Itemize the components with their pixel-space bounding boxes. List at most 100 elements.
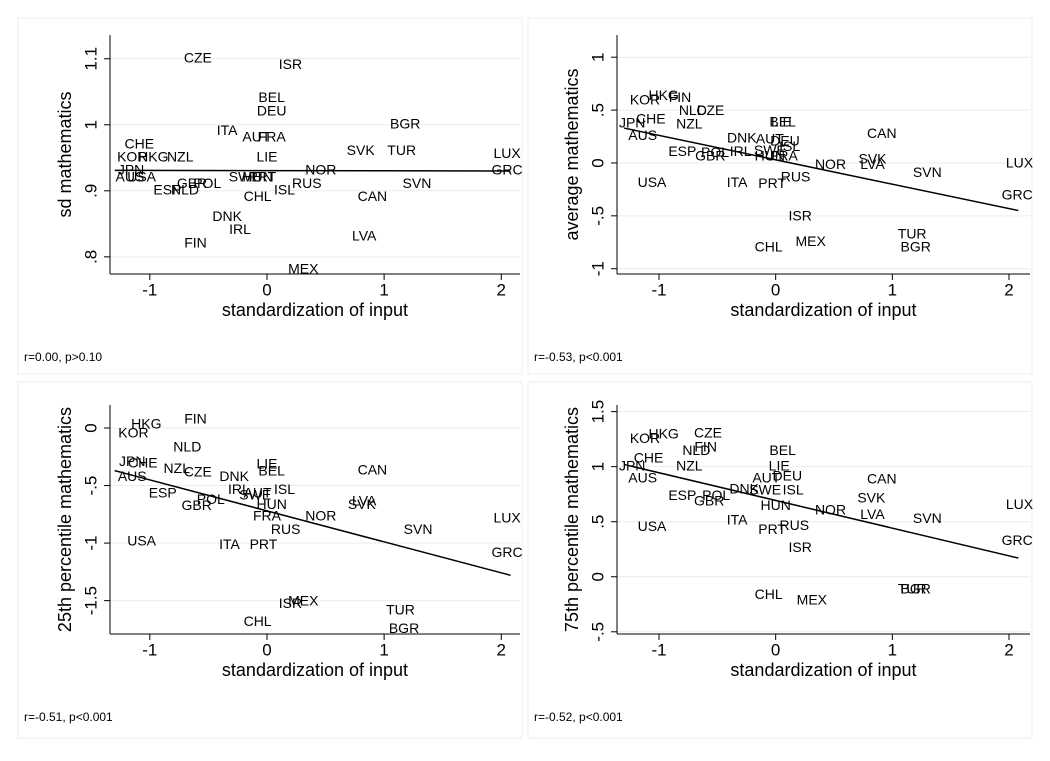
point-label: MEX: [795, 233, 826, 249]
point-label: SVN: [913, 510, 942, 526]
point-label: SVN: [404, 521, 433, 537]
point-label: SVK: [348, 496, 377, 512]
point-label: CHL: [755, 586, 783, 602]
point-label: NLD: [682, 442, 710, 458]
point-label: JPN: [119, 453, 145, 469]
y-tick-label: -1.5: [81, 586, 100, 615]
point-label: USA: [127, 533, 156, 549]
point-label: POL: [197, 491, 225, 507]
y-axis-title: 25th percentile mathematics: [55, 407, 75, 632]
point-label: SWE: [754, 142, 786, 158]
y-axis-title: 75th percentile mathematics: [562, 407, 582, 632]
point-label: CHE: [125, 135, 155, 151]
point-label: POL: [193, 175, 221, 191]
point-label: ISR: [279, 56, 302, 72]
point-label: LUX: [1006, 496, 1034, 512]
point-label: SVK: [347, 142, 376, 158]
point-label: CZE: [184, 49, 212, 65]
x-axis-title: standardization of input: [730, 300, 916, 320]
point-label: NZL: [164, 460, 191, 476]
point-label: BGR: [900, 238, 930, 254]
point-label: NZL: [676, 116, 703, 132]
point-label: HKG: [648, 87, 678, 103]
x-tick-label: 1: [888, 640, 897, 659]
point-label: DEU: [257, 102, 287, 118]
point-label: SVN: [913, 164, 942, 180]
point-label: FIN: [184, 234, 207, 250]
x-tick-label: 1: [888, 280, 897, 299]
y-tick-label: .9: [81, 184, 100, 198]
note: r=-0.53, p<0.001: [534, 350, 623, 364]
point-label: AUT: [242, 129, 270, 145]
point-label: DEU: [773, 467, 803, 483]
x-tick-label: -1: [651, 640, 666, 659]
point-label: SVN: [403, 175, 432, 191]
point-label: ISR: [788, 539, 811, 555]
point-label: ISL: [274, 182, 295, 198]
point-label: GBR: [182, 497, 212, 513]
point-label: LUX: [1006, 155, 1034, 171]
point-label: LUX: [493, 510, 521, 526]
point-label: MEX: [288, 261, 319, 277]
point-label: CHE: [128, 454, 158, 470]
panel-frame: [527, 17, 1033, 375]
point-label: LVA: [352, 492, 377, 508]
point-label: LIE: [769, 457, 790, 473]
x-tick-label: -1: [651, 280, 666, 299]
note: r=-0.52, p<0.001: [534, 710, 623, 724]
point-label: FRA: [258, 129, 287, 145]
point-label: CHL: [755, 238, 783, 254]
point-label: ITA: [219, 536, 240, 552]
fit-line: [114, 469, 511, 577]
point-label: KOR: [118, 424, 148, 440]
point-label: IRL: [228, 481, 250, 497]
point-label: HKG: [138, 149, 168, 165]
point-label: AUT: [752, 469, 780, 485]
point-label: RUS: [781, 168, 811, 184]
fit-line: [623, 463, 1019, 559]
point-label: RUS: [292, 175, 322, 191]
point-label: ISR: [788, 208, 811, 224]
point-label: ISL: [274, 481, 295, 497]
point-label: FIN: [669, 89, 692, 105]
point-label: TUR: [387, 142, 416, 158]
y-tick-label: .5: [588, 515, 607, 529]
point-label: MEX: [797, 592, 828, 608]
point-label: DNK: [727, 129, 757, 145]
point-label: CAN: [358, 461, 388, 477]
fit-line: [114, 169, 511, 172]
point-label: HUN: [755, 147, 785, 163]
y-tick-label: 0: [588, 158, 607, 167]
point-label: BGR: [900, 581, 930, 597]
point-label: RUS: [271, 521, 301, 537]
point-label: USA: [127, 168, 156, 184]
x-tick-label: 1: [379, 280, 388, 299]
point-label: BGR: [389, 620, 419, 636]
point-label: ISR: [279, 595, 302, 611]
point-label: LUX: [493, 145, 521, 161]
point-label: CHL: [244, 613, 272, 629]
point-label: GBR: [695, 147, 725, 163]
point-label: CHL: [244, 188, 272, 204]
x-tick-label: 2: [497, 640, 506, 659]
point-label: NOR: [305, 507, 336, 523]
y-tick-label: -1: [81, 536, 100, 551]
point-label: KOR: [630, 430, 660, 446]
point-label: CHE: [634, 450, 664, 466]
point-label: AUS: [118, 468, 147, 484]
point-label: ESP: [668, 143, 696, 159]
x-tick-label: -1: [142, 280, 157, 299]
point-label: ITA: [727, 174, 748, 190]
point-label: NLD: [171, 182, 199, 198]
point-label: LVA: [352, 228, 377, 244]
point-label: CHE: [636, 110, 666, 126]
y-tick-label: 1: [588, 52, 607, 61]
point-label: CZE: [184, 464, 212, 480]
point-label: USA: [638, 518, 667, 534]
point-label: CAN: [867, 125, 897, 141]
point-label: NZL: [676, 457, 703, 473]
point-label: FIN: [694, 439, 717, 455]
panel-frame: [17, 381, 523, 739]
plot-region: [110, 405, 520, 634]
point-label: ESP: [153, 182, 181, 198]
